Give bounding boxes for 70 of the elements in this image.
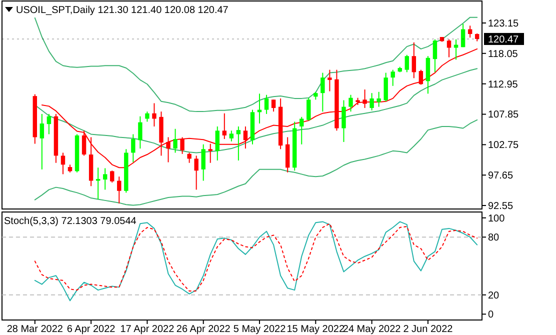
candlestick (285, 136, 290, 173)
candlestick (152, 102, 156, 127)
line-series (34, 119, 478, 206)
y-tick-label: 80 (488, 232, 500, 244)
candlestick (390, 69, 395, 86)
candlestick (342, 100, 346, 142)
candlestick (46, 113, 52, 135)
candlestick (194, 155, 198, 190)
y-tick-label: 123.15 (488, 18, 520, 30)
candlestick (166, 136, 170, 163)
candlestick (96, 167, 100, 200)
candlestick (110, 170, 114, 184)
candlestick (418, 69, 424, 86)
candlestick (173, 128, 178, 154)
x-tick-label: 5 May 2022 (233, 324, 286, 335)
candlestick (460, 23, 466, 48)
candlestick (215, 126, 220, 161)
candlestick (208, 143, 212, 164)
y-tick-label: 100 (488, 213, 506, 224)
candlestick (300, 116, 304, 145)
candlestick (102, 168, 108, 190)
x-tick-label: 15 May 2022 (286, 324, 345, 335)
candlestick (362, 88, 367, 108)
candlestick (384, 72, 388, 102)
candlestick (320, 72, 325, 112)
x-tick-label: 28 Mar 2022 (6, 324, 64, 335)
candlestick (222, 112, 227, 140)
candlestick (412, 42, 416, 79)
candlestick (138, 116, 142, 150)
candlestick (187, 152, 192, 164)
candlestick (328, 69, 332, 92)
chart-title: USOIL_SPT,Daily 121.30 121.40 120.08 120.47 (16, 5, 229, 16)
candlestick (306, 97, 311, 122)
y-tick-label: 0 (488, 310, 494, 321)
candlestick (404, 54, 410, 73)
candlestick (117, 176, 122, 204)
candlestick (432, 38, 438, 73)
y-tick-label: 112.95 (488, 79, 518, 90)
candlestick (264, 94, 269, 114)
ref-line-label: 120.47 (488, 34, 520, 46)
candlestick (271, 99, 276, 112)
candlestick (145, 111, 150, 122)
candlestick (348, 94, 353, 112)
candlestick (236, 126, 241, 161)
candlestick (370, 92, 374, 111)
candlestick (82, 130, 86, 156)
chart-title: Stoch(5,3,3) 72.1303 79.0544 (4, 216, 137, 227)
y-tick-label: 107.85 (488, 110, 520, 121)
y-tick-label: 20 (488, 290, 500, 302)
candlestick (243, 126, 248, 150)
candlestick (180, 136, 184, 154)
x-tick-label: 24 May 2022 (342, 324, 402, 335)
candlestick (376, 91, 381, 108)
candlestick (446, 38, 452, 58)
y-tick-label: 92.55 (488, 201, 514, 212)
candlestick (40, 113, 44, 170)
candlestick (468, 25, 472, 38)
candlestick (60, 152, 66, 175)
candlestick (426, 56, 430, 94)
line-series (34, 16, 478, 112)
candlestick (229, 130, 234, 142)
candlestick (201, 144, 206, 182)
y-tick-label: 118.05 (488, 48, 518, 60)
y-tick-label: 97.65 (488, 170, 514, 182)
candlestick (131, 134, 136, 163)
y-tick-label: 102.75 (488, 140, 520, 152)
x-tick-label: 17 Apr 2022 (120, 324, 175, 335)
x-tick-label: 26 Apr 2022 (176, 324, 231, 335)
x-tick-label: 6 Apr 2022 (66, 324, 116, 335)
x-tick-label: 2 Jun 2022 (403, 324, 454, 335)
